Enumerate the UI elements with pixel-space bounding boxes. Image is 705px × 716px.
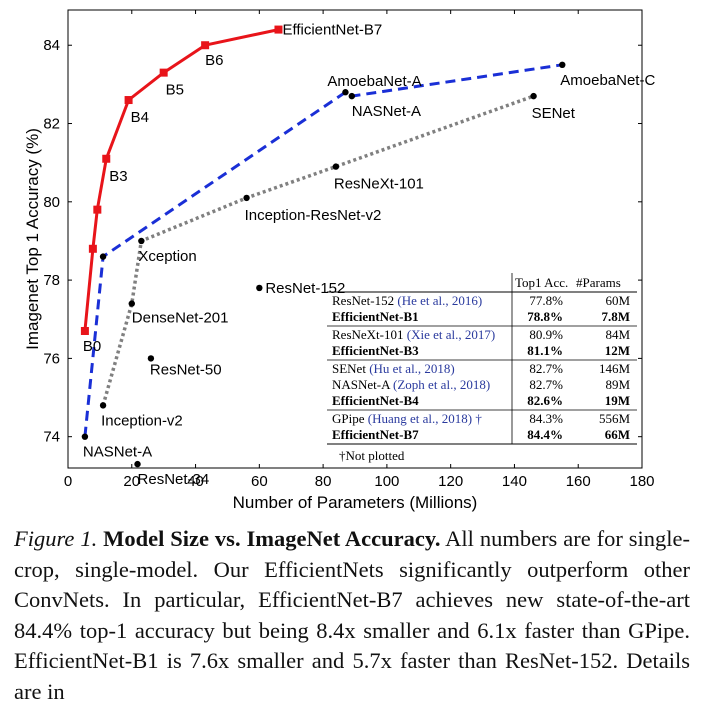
data-point-hand-designed [138, 237, 145, 245]
point-label: B0 [83, 338, 101, 355]
data-point-hand-designed [530, 92, 537, 100]
caption-figure-label: Figure 1. [14, 526, 98, 551]
inset-row-params: 19M [605, 393, 630, 408]
figure-caption: Figure 1. Model Size vs. ImageNet Accura… [14, 524, 690, 707]
data-point-hand-designed [332, 163, 340, 170]
x-tick-label: 140 [502, 473, 527, 490]
inset-row-acc: 78.8% [527, 309, 563, 324]
data-point-efficientnet [159, 68, 168, 77]
point-label: ResNeXt-101 [334, 176, 424, 193]
y-tick-label: 74 [43, 429, 60, 446]
data-point-nas [348, 92, 356, 100]
caption-text: All numbers are for single-crop, single-… [14, 526, 691, 704]
inset-row-model: EfficientNet-B1 [332, 309, 419, 324]
data-point-hand-designed [99, 402, 107, 409]
data-point-hand-designed [243, 194, 250, 202]
point-label: AmoebaNet-C [560, 72, 655, 89]
point-label: B6 [205, 52, 223, 69]
point-label: NASNet-A [352, 103, 421, 120]
inset-row-acc: 80.9% [529, 327, 563, 342]
inset-row-model: EfficientNet-B7 [332, 427, 419, 442]
point-label: B4 [131, 109, 149, 126]
inset-row-model: EfficientNet-B4 [332, 393, 419, 408]
point-label: B5 [166, 82, 184, 99]
x-tick-label: 160 [566, 473, 591, 490]
inset-row-acc: 77.8% [529, 293, 563, 308]
x-tick-label: 40 [187, 473, 204, 490]
inset-row-acc: 82.6% [527, 393, 563, 408]
inset-row-params: 12M [605, 343, 630, 358]
data-point-nas [81, 433, 89, 440]
inset-row-params: 84M [605, 327, 630, 342]
inset-row-acc: 82.7% [529, 361, 563, 376]
y-tick-label: 80 [43, 194, 60, 211]
point-label: B3 [109, 168, 127, 185]
x-tick-label: 20 [123, 473, 140, 490]
inset-row-acc: 84.3% [529, 411, 563, 426]
data-point-efficientnet [274, 25, 283, 34]
point-label: DenseNet-201 [132, 310, 229, 327]
data-point-efficientnet [201, 41, 210, 50]
caption-title: Model Size vs. ImageNet Accuracy. [103, 526, 441, 551]
y-tick-label: 82 [43, 116, 60, 133]
series-line-efficientnet [83, 28, 279, 332]
data-point-other [256, 284, 263, 292]
inset-row-model: ResNeXt-101 (Xie et al., 2017) [332, 327, 495, 342]
data-point-nas [99, 253, 107, 260]
point-label: SENet [532, 105, 576, 122]
x-axis-label: Number of Parameters (Millions) [233, 493, 478, 512]
accuracy-vs-params-chart: 0 20 40 60 80 100 120 140 160 180 74 76 78 80 82 84 Numb… [23, 9, 655, 512]
point-label: AmoebaNet-A [327, 73, 421, 90]
inset-header-acc: Top1 Acc. [515, 275, 568, 290]
data-point-other [147, 355, 155, 362]
inset-row-params: 66M [605, 427, 630, 442]
inset-row-acc: 82.7% [529, 377, 563, 392]
x-tick-label: 180 [629, 473, 654, 490]
point-label: EfficientNet-B7 [282, 22, 382, 39]
inset-row-model: GPipe (Huang et al., 2018) † [332, 411, 482, 426]
x-tick-label: 100 [374, 473, 399, 490]
inset-row-params: 146M [599, 361, 631, 376]
point-label: ResNet-152 [265, 280, 345, 297]
data-point-efficientnet [88, 244, 97, 253]
data-point-nas [342, 89, 349, 96]
data-point-hand-designed [128, 300, 135, 307]
data-point-efficientnet [80, 326, 89, 335]
inset-row-params: 556M [599, 411, 631, 426]
data-point-efficientnet [102, 154, 111, 163]
inset-row-acc: 81.1% [527, 343, 563, 358]
inset-header-params: #Params [576, 275, 621, 290]
point-label: Inception-ResNet-v2 [245, 207, 382, 224]
point-label: ResNet-50 [150, 361, 222, 378]
inset-row-model: NASNet-A (Zoph et al., 2018) [332, 377, 490, 392]
data-point-other [134, 460, 141, 468]
inset-row-params: 7.8M [601, 309, 630, 324]
x-tick-label: 60 [251, 473, 268, 490]
inset-row-acc: 84.4% [527, 427, 563, 442]
inset-row-params: 89M [605, 377, 630, 392]
y-tick-label: 84 [43, 37, 60, 54]
y-axis-label: Imagenet Top 1 Accuracy (%) [23, 128, 42, 350]
y-tick-label: 76 [43, 350, 60, 367]
data-point-nas [559, 61, 566, 69]
point-label: ResNet-34 [138, 471, 210, 488]
point-label: Xception [138, 248, 196, 265]
point-label: NASNet-A [83, 444, 152, 461]
inset-row-model: EfficientNet-B3 [332, 343, 419, 358]
point-label: Inception-v2 [101, 412, 183, 429]
x-tick-label: 0 [64, 473, 72, 490]
x-tick-label: 120 [438, 473, 463, 490]
plot-frame [67, 9, 643, 469]
inset-row-params: 60M [605, 293, 630, 308]
data-point-efficientnet [124, 96, 133, 105]
inset-footnote: †Not plotted [339, 448, 405, 463]
data-point-efficientnet [93, 205, 102, 214]
inset-table: Top1 Acc. #Params ResNet-152 (He et al., 2… [327, 273, 637, 463]
y-tick-label: 78 [43, 272, 60, 289]
inset-row-model: SENet (Hu et al., 2018) [332, 361, 455, 376]
inset-row-model: ResNet-152 (He et al., 2016) [332, 293, 482, 308]
x-tick-label: 80 [315, 473, 332, 490]
